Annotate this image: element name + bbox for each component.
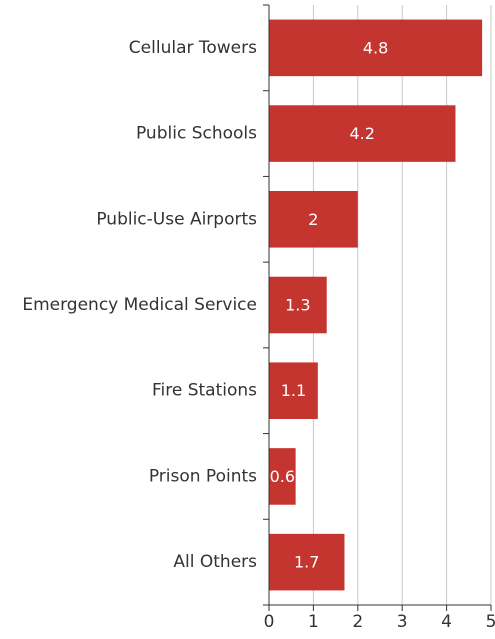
category-label: Public Schools [136, 124, 257, 144]
data-label: 1.7 [294, 553, 319, 572]
bar [269, 533, 345, 591]
y-axis: Cellular Towers Public Schools Public-Use … [22, 4, 270, 606]
category-label: Public-Use Airports [96, 209, 257, 229]
category-label: Emergency Medical Service [22, 295, 257, 315]
x-tick-label: 2 [352, 612, 363, 632]
bar [269, 191, 358, 248]
x-axis: 0 1 2 3 4 5 [264, 604, 495, 632]
category-label: Fire Stations [152, 381, 257, 401]
data-label: 4.8 [363, 38, 388, 57]
data-label: 0.6 [270, 467, 295, 486]
bar [269, 19, 483, 77]
category-label: Prison Points [149, 466, 257, 486]
x-tick-label: 0 [264, 612, 275, 632]
bar [269, 276, 327, 334]
category-label: All Others [173, 552, 257, 572]
x-tick-label: 1 [308, 612, 319, 632]
x-tick-label: 4 [441, 612, 452, 632]
data-label: 2 [308, 210, 318, 229]
bar [269, 448, 296, 505]
gridlines [312, 5, 492, 605]
data-label: 1.1 [281, 381, 306, 400]
bar [269, 105, 456, 162]
category-label: Cellular Towers [129, 38, 257, 58]
bars: 4.8 4.2 2 1.3 1.1 0.6 1.7 [269, 19, 483, 591]
bar [269, 362, 318, 419]
x-tick-label: 5 [486, 612, 495, 632]
x-tick-label: 3 [397, 612, 408, 632]
data-label: 4.2 [350, 124, 375, 143]
data-label: 1.3 [285, 296, 310, 315]
